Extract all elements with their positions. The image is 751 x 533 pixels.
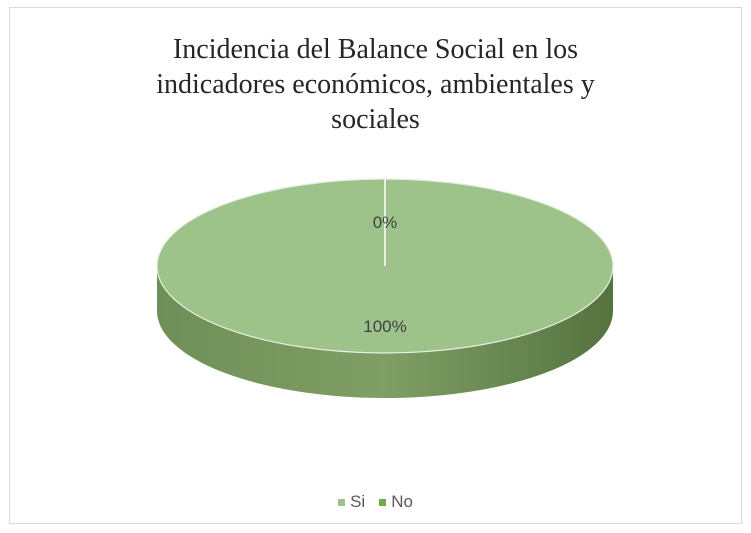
legend-swatch-no <box>379 498 387 506</box>
pie-side-wall <box>157 266 613 398</box>
legend-item-no[interactable]: No <box>379 492 413 512</box>
legend-label-no: No <box>391 492 413 511</box>
chart-legend: Si No <box>0 492 751 512</box>
pie-rim <box>156 178 614 354</box>
legend-swatch-si <box>338 498 346 506</box>
legend-item-si[interactable]: Si <box>338 492 365 512</box>
data-label-no: 0% <box>373 213 398 232</box>
chart-title: Incidencia del Balance Social en los ind… <box>156 34 595 135</box>
legend-label-si: Si <box>350 492 366 511</box>
data-label-si: 100% <box>363 317 406 336</box>
